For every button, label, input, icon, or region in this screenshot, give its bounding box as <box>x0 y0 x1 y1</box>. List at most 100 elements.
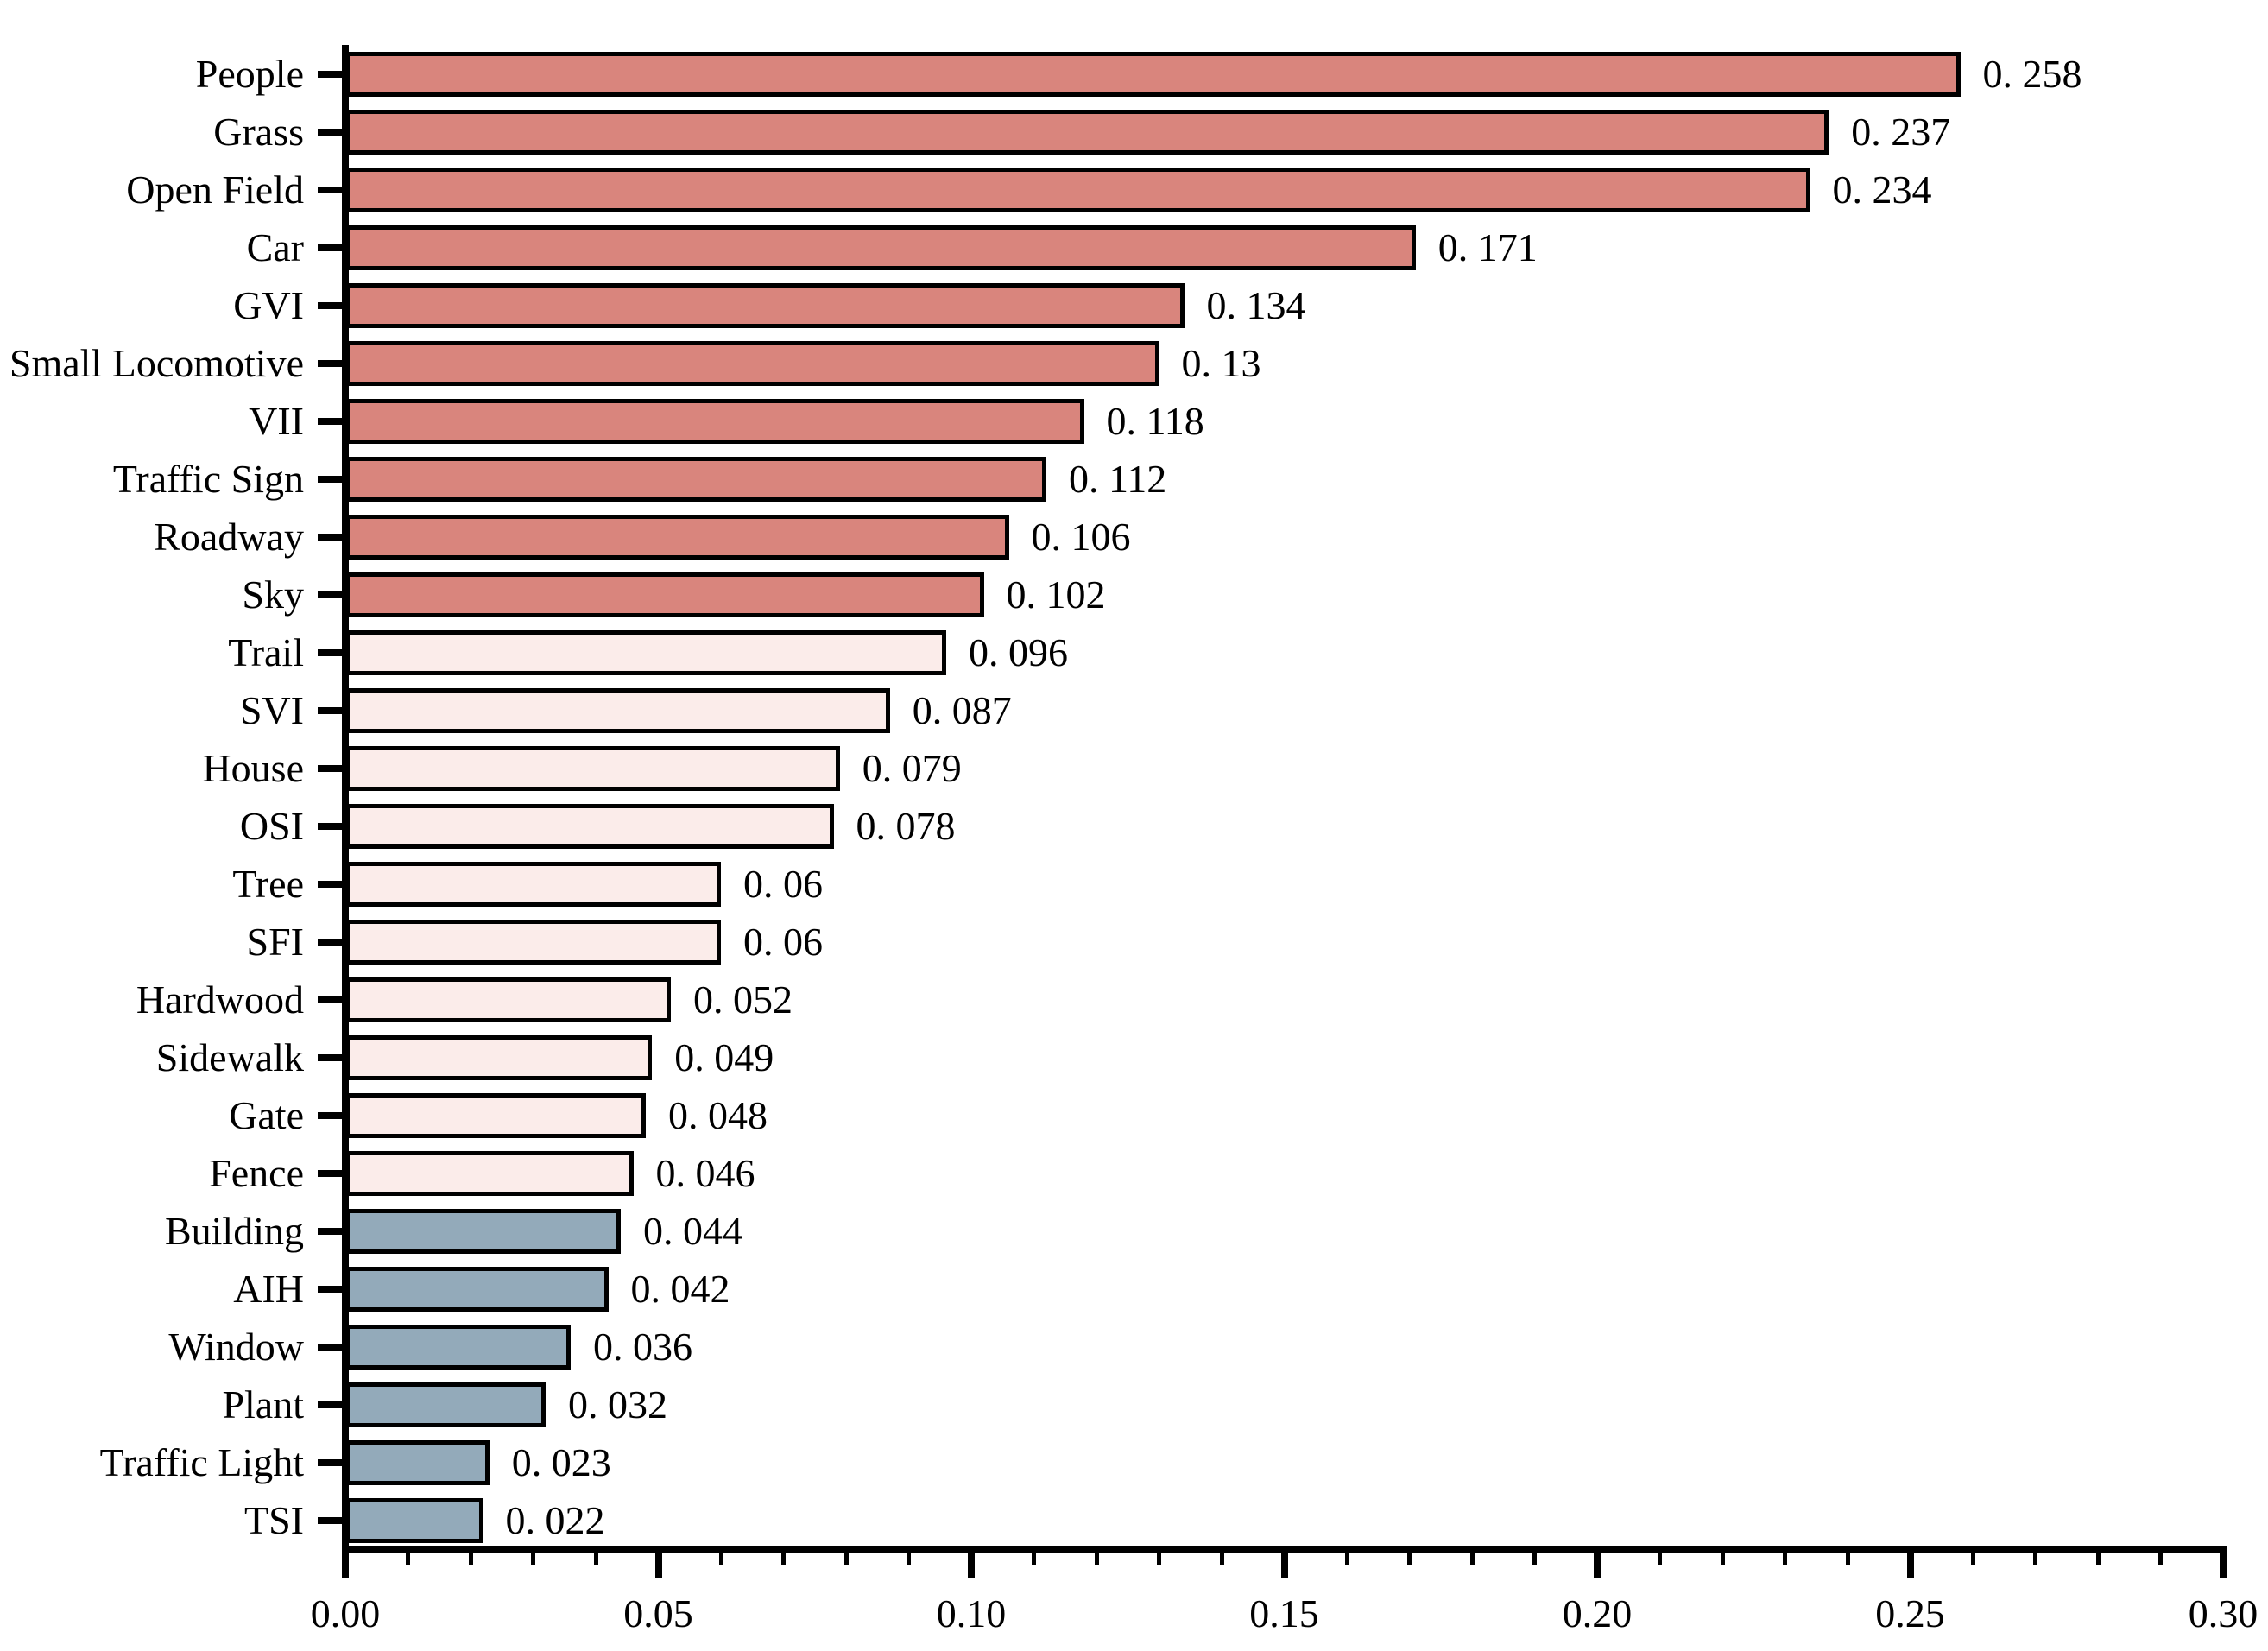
category-label-fence: Fence <box>209 1150 304 1195</box>
bar-small-locomotive <box>345 340 1159 386</box>
x-minor-tick <box>1157 1553 1161 1565</box>
x-minor-tick <box>1970 1553 1975 1565</box>
category-label-grass: Grass <box>213 109 304 154</box>
x-minor-tick <box>2033 1553 2037 1565</box>
y-tick <box>318 591 345 598</box>
bar-car <box>345 225 1416 270</box>
category-label-osi: OSI <box>239 803 304 848</box>
x-major-tick <box>654 1553 662 1578</box>
x-minor-tick <box>781 1553 786 1565</box>
category-label-sfi: SFI <box>246 919 304 964</box>
y-tick <box>318 1516 345 1524</box>
category-label-tree: Tree <box>232 861 304 906</box>
y-tick <box>318 1401 345 1408</box>
value-label-vii: 0. 118 <box>1106 398 1204 443</box>
y-tick <box>318 996 345 1003</box>
x-minor-tick <box>1407 1553 1412 1565</box>
bar-fence <box>345 1150 634 1196</box>
value-label-osi: 0. 078 <box>856 803 956 848</box>
x-minor-tick <box>1532 1553 1537 1565</box>
x-tick-label-0.30: 0.30 <box>2188 1591 2259 1635</box>
y-tick <box>318 880 345 888</box>
value-label-house: 0. 079 <box>862 745 962 790</box>
y-tick <box>318 1458 345 1466</box>
category-label-roadway: Roadway <box>154 514 304 559</box>
bar-vii <box>345 398 1084 444</box>
x-major-tick <box>1280 1553 1288 1578</box>
category-label-gvi: GVI <box>233 282 304 327</box>
value-label-gvi: 0. 134 <box>1206 282 1306 327</box>
x-minor-tick <box>531 1553 535 1565</box>
y-tick <box>318 186 345 193</box>
x-major-tick <box>1906 1553 1914 1578</box>
x-minor-tick <box>1032 1553 1036 1565</box>
x-minor-tick <box>1219 1553 1224 1565</box>
x-tick-label-0.25: 0.25 <box>1875 1591 1945 1635</box>
x-minor-tick <box>1658 1553 1662 1565</box>
y-tick <box>318 1169 345 1177</box>
bar-gvi <box>345 282 1185 328</box>
bar-tree <box>345 861 721 907</box>
x-tick-label-0.20: 0.20 <box>1562 1591 1633 1635</box>
y-tick <box>318 244 345 251</box>
value-label-people: 0. 258 <box>1982 51 2082 96</box>
category-label-trail: Trail <box>228 629 304 674</box>
y-axis-spine <box>342 45 349 1553</box>
bar-grass <box>345 109 1829 155</box>
y-tick <box>318 1285 345 1293</box>
x-minor-tick <box>718 1553 723 1565</box>
y-tick <box>318 301 345 309</box>
category-label-traffic-sign: Traffic Sign <box>112 456 304 501</box>
value-label-tsi: 0. 022 <box>505 1497 605 1542</box>
x-minor-tick <box>2095 1553 2101 1565</box>
value-label-window: 0. 036 <box>593 1324 692 1369</box>
category-label-hardwood: Hardwood <box>136 977 304 1022</box>
value-label-roadway: 0. 106 <box>1031 514 1131 559</box>
bar-sfi <box>345 919 721 965</box>
bar-roadway <box>345 514 1009 560</box>
x-minor-tick <box>1344 1553 1349 1565</box>
value-label-traffic-sign: 0. 112 <box>1069 456 1167 501</box>
value-label-svi: 0. 087 <box>912 687 1012 732</box>
category-label-open-field: Open Field <box>126 167 304 212</box>
y-tick <box>318 533 345 541</box>
x-major-tick <box>2220 1553 2227 1578</box>
x-major-tick <box>342 1553 349 1578</box>
bar-traffic-sign <box>345 456 1046 502</box>
bar-building <box>345 1208 621 1254</box>
category-label-plant: Plant <box>222 1382 304 1426</box>
x-axis-spine <box>342 1546 2227 1553</box>
category-label-people: People <box>195 51 304 96</box>
bar-tsi <box>345 1497 483 1543</box>
x-tick-label-0.05: 0.05 <box>623 1591 693 1635</box>
category-label-building: Building <box>164 1208 304 1253</box>
bar-traffic-light <box>345 1439 490 1485</box>
y-tick <box>318 1111 345 1119</box>
value-label-car: 0. 171 <box>1437 225 1538 269</box>
y-tick <box>318 1343 345 1351</box>
value-label-small-locomotive: 0. 13 <box>1181 340 1261 385</box>
bar-sidewalk <box>345 1034 653 1080</box>
category-label-vii: VII <box>249 398 304 443</box>
category-label-gate: Gate <box>229 1092 304 1137</box>
x-major-tick <box>968 1553 975 1578</box>
x-minor-tick <box>843 1553 849 1565</box>
y-tick <box>318 475 345 483</box>
y-tick <box>318 822 345 830</box>
value-label-sidewalk: 0. 049 <box>674 1034 774 1079</box>
category-label-small-locomotive: Small Locomotive <box>9 340 304 385</box>
value-label-plant: 0. 032 <box>568 1382 667 1426</box>
y-tick <box>318 706 345 714</box>
category-label-house: House <box>202 745 304 790</box>
bar-gate <box>345 1092 646 1138</box>
y-tick <box>318 128 345 136</box>
value-label-fence: 0. 046 <box>655 1150 755 1195</box>
value-label-open-field: 0. 234 <box>1832 167 1932 212</box>
x-minor-tick <box>1720 1553 1725 1565</box>
bar-open-field <box>345 167 1810 212</box>
category-label-tsi: TSI <box>244 1497 304 1542</box>
x-minor-tick <box>1094 1553 1099 1565</box>
category-label-svi: SVI <box>239 687 304 732</box>
bar-osi <box>345 803 834 849</box>
